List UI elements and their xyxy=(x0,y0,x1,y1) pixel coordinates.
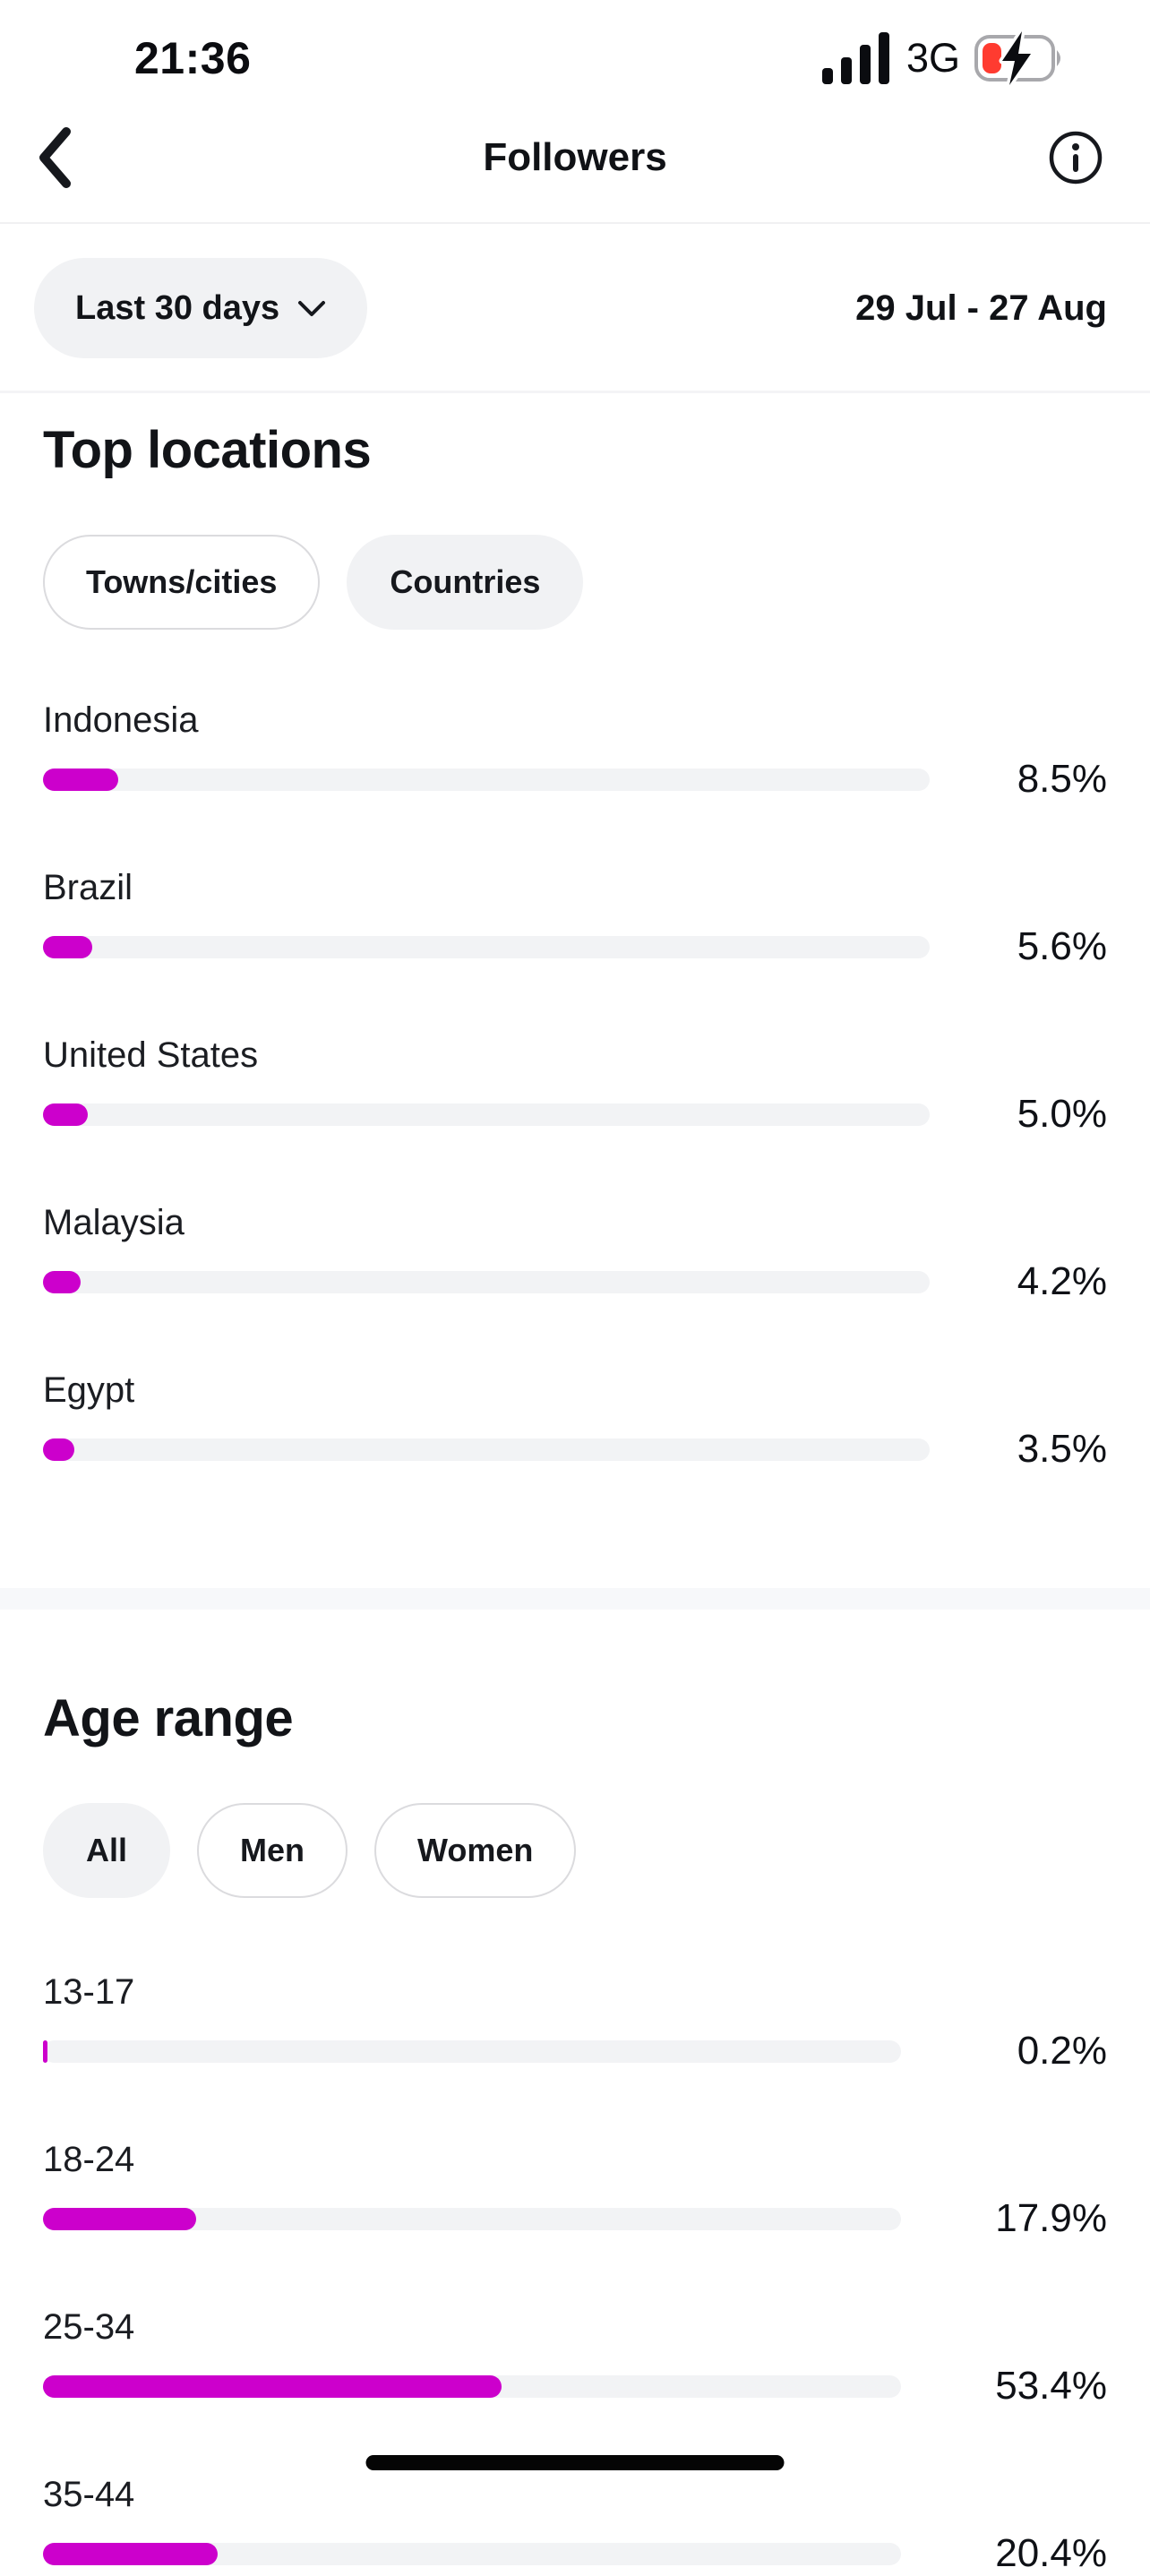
period-filter-label: Last 30 days xyxy=(75,288,280,327)
bar-fill xyxy=(43,2207,197,2230)
date-range-label: 29 Jul - 27 Aug xyxy=(855,288,1107,328)
clock: 21:36 xyxy=(134,33,252,83)
tab-label: Women xyxy=(417,1832,534,1868)
status-icons: 3G xyxy=(821,31,1066,85)
row-label: 13-17 xyxy=(43,1972,135,2012)
location-row-egypt: Egypt 3.5% xyxy=(43,1368,1107,1472)
row-percent: 17.9% xyxy=(995,2196,1107,2240)
divider xyxy=(0,391,1150,393)
row-label: 18-24 xyxy=(43,2140,135,2179)
location-row-united-states: United States 5.0% xyxy=(43,1033,1107,1137)
page-title: Followers xyxy=(483,135,667,179)
bar-fill xyxy=(43,1103,88,1126)
status-bar: 21:36 3G xyxy=(0,0,1150,93)
top-locations-section: Top locations Towns/cities Countries Ind… xyxy=(0,420,1150,1472)
age-range-tabs: All Men Women xyxy=(43,1803,1107,1898)
bar-track xyxy=(43,1270,930,1293)
signal-strength-icon xyxy=(821,32,892,84)
home-indicator[interactable] xyxy=(365,2455,785,2470)
age-row-25-34: 25-34 53.4% xyxy=(43,2305,1107,2409)
chevron-down-icon xyxy=(297,300,326,317)
bar-track xyxy=(43,2039,901,2063)
nav-bar: Followers xyxy=(0,93,1150,224)
age-range-section: Age range All Men Women 13-17 0.2% 18-24… xyxy=(0,1688,1150,2576)
age-row-18-24: 18-24 17.9% xyxy=(43,2137,1107,2241)
period-filter-button[interactable]: Last 30 days xyxy=(34,258,368,358)
row-percent: 5.6% xyxy=(1017,924,1107,968)
row-percent: 4.2% xyxy=(1017,1259,1107,1303)
age-tab-all[interactable]: All xyxy=(43,1803,171,1898)
bar-track xyxy=(43,1103,930,1126)
age-row-35-44: 35-44 20.4% xyxy=(43,2472,1107,2576)
filter-row: Last 30 days 29 Jul - 27 Aug xyxy=(0,224,1150,391)
location-row-brazil: Brazil 5.6% xyxy=(43,865,1107,969)
row-label: Malaysia xyxy=(43,1203,185,1242)
location-row-malaysia: Malaysia 4.2% xyxy=(43,1200,1107,1304)
bar-fill xyxy=(43,2039,47,2063)
locations-tab-towns-cities[interactable]: Towns/cities xyxy=(43,535,321,630)
battery-charging-icon xyxy=(974,31,1066,85)
back-button[interactable] xyxy=(38,127,73,188)
bar-track xyxy=(43,935,930,958)
top-locations-tabs: Towns/cities Countries xyxy=(43,535,1107,630)
bar-fill xyxy=(43,1270,81,1293)
age-tab-women[interactable]: Women xyxy=(374,1803,577,1898)
bar-fill xyxy=(43,935,93,958)
bar-track xyxy=(43,2542,901,2565)
locations-tab-countries[interactable]: Countries xyxy=(347,535,584,630)
row-percent: 5.0% xyxy=(1017,1092,1107,1136)
row-percent: 20.4% xyxy=(995,2531,1107,2575)
row-label: Indonesia xyxy=(43,700,199,740)
bar-fill xyxy=(43,768,119,791)
age-row-13-17: 13-17 0.2% xyxy=(43,1970,1107,2074)
row-percent: 8.5% xyxy=(1017,757,1107,801)
age-range-heading: Age range xyxy=(43,1689,294,1747)
section-divider-band xyxy=(0,1588,1150,1610)
row-label: United States xyxy=(43,1035,259,1075)
bar-fill xyxy=(43,2542,219,2565)
location-row-indonesia: Indonesia 8.5% xyxy=(43,698,1107,802)
bar-fill xyxy=(43,2374,502,2398)
row-label: 35-44 xyxy=(43,2475,135,2514)
row-percent: 0.2% xyxy=(1017,2029,1107,2073)
bar-track xyxy=(43,1438,930,1461)
top-locations-heading: Top locations xyxy=(43,421,372,479)
row-label: Egypt xyxy=(43,1370,135,1410)
network-type-label: 3G xyxy=(905,35,960,81)
age-tab-men[interactable]: Men xyxy=(197,1803,348,1898)
tab-label: Men xyxy=(240,1832,305,1868)
age-range-list: 13-17 0.2% 18-24 17.9% 25-34 53.4% 35-44 xyxy=(43,1970,1107,2576)
bar-track xyxy=(43,2374,901,2398)
chevron-left-icon xyxy=(38,127,73,188)
row-percent: 53.4% xyxy=(995,2364,1107,2408)
top-locations-list: Indonesia 8.5% Brazil 5.6% United States… xyxy=(43,698,1107,1472)
row-label: 25-34 xyxy=(43,2307,135,2347)
tab-label: Countries xyxy=(390,563,541,600)
row-label: Brazil xyxy=(43,868,133,907)
bar-fill xyxy=(43,1438,74,1461)
info-circle-icon xyxy=(1048,130,1103,185)
row-percent: 3.5% xyxy=(1017,1427,1107,1471)
bar-track xyxy=(43,768,930,791)
bar-track xyxy=(43,2207,901,2230)
info-button[interactable] xyxy=(1048,130,1103,185)
tab-label: Towns/cities xyxy=(86,563,278,600)
tab-label: All xyxy=(86,1832,128,1868)
